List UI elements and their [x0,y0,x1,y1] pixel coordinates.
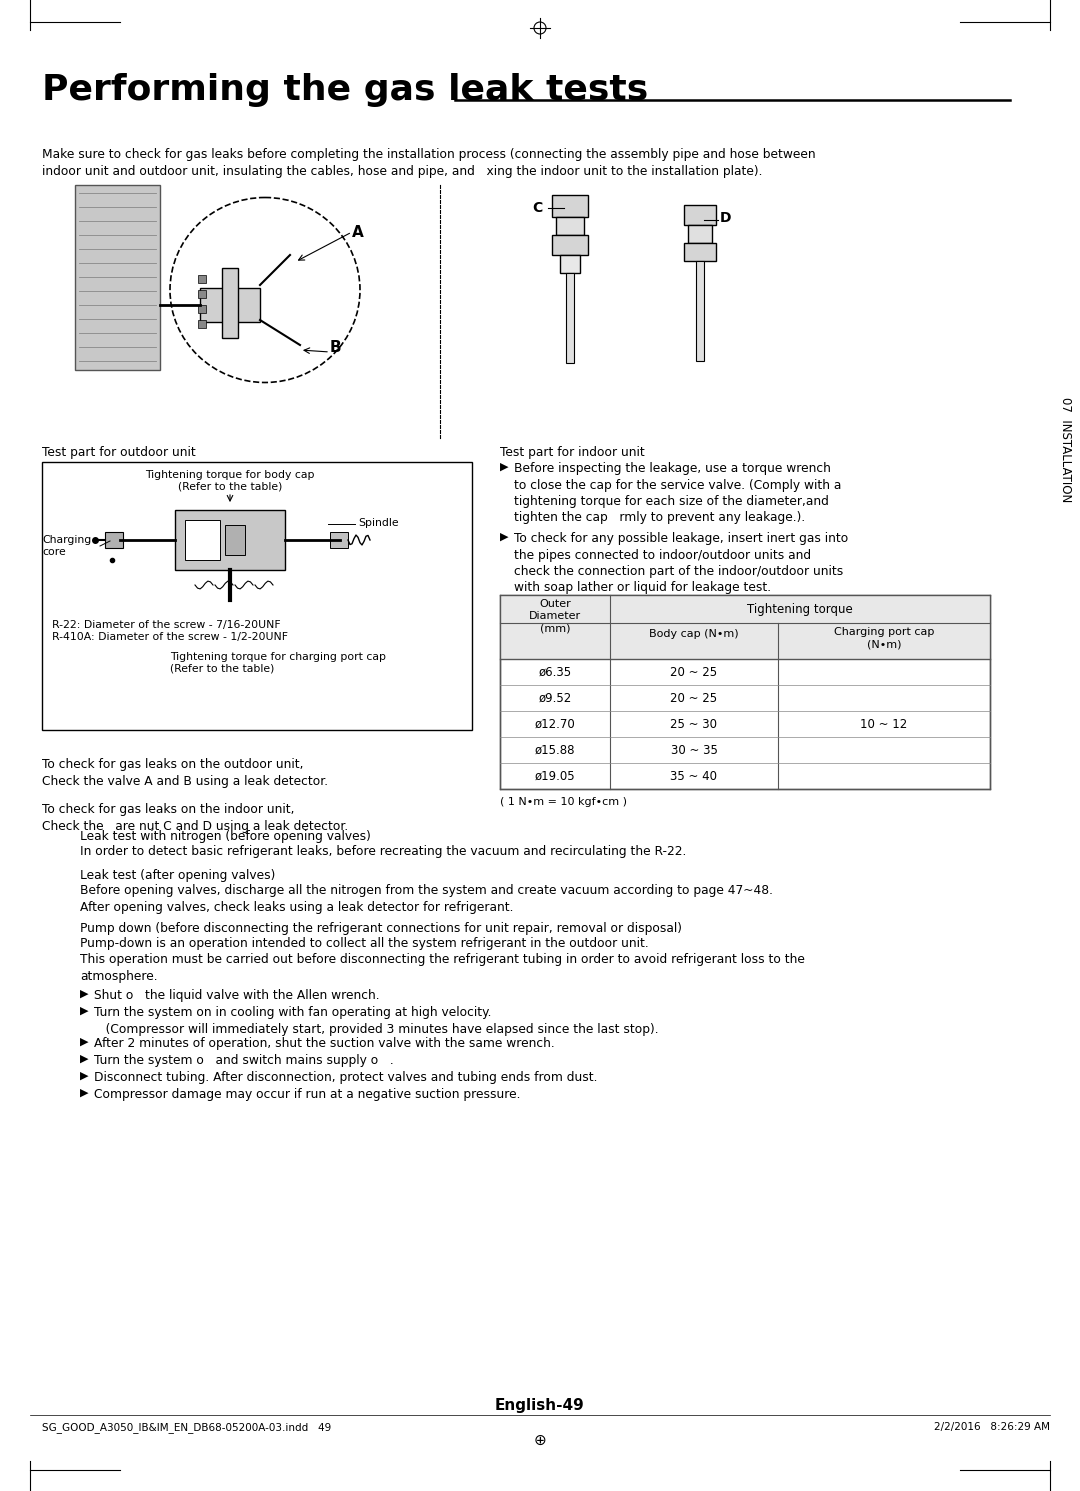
Bar [185,520,220,561]
Text: Test part for indoor unit: Test part for indoor unit [500,446,645,459]
Text: Leak test with nitrogen (before opening valves): Leak test with nitrogen (before opening … [80,830,370,842]
FancyBboxPatch shape [688,225,713,243]
Text: Tightening torque for body cap
(Refer to the table): Tightening torque for body cap (Refer to… [145,470,314,492]
Text: 10 ~ 12: 10 ~ 12 [861,717,907,731]
Text: Make sure to check for gas leaks before completing the installation process (con: Make sure to check for gas leaks before … [42,148,815,177]
Bar [200,288,260,322]
Text: Test part for outdoor unit: Test part for outdoor unit [42,446,195,459]
Text: R-22: Diameter of the screw - 7/16-20UNF
R-410A: Diameter of the screw - 1/2-20U: R-22: Diameter of the screw - 7/16-20UNF… [52,620,288,641]
Text: To check for gas leaks on the outdoor unit,
Check the valve A and B using a leak: To check for gas leaks on the outdoor un… [42,757,328,789]
Text: Leak test (after opening valves): Leak test (after opening valves) [80,869,275,883]
Text: In order to detect basic refrigerant leaks, before recreating the vacuum and rec: In order to detect basic refrigerant lea… [80,845,687,857]
Bar [696,261,704,361]
Text: ( 1 N•m = 10 kgf•cm ): ( 1 N•m = 10 kgf•cm ) [500,798,627,807]
Text: 20 ~ 25: 20 ~ 25 [671,692,717,705]
FancyBboxPatch shape [559,255,580,273]
Text: Turn the system on in cooling with fan operating at high velocity.
   (Compresso: Turn the system on in cooling with fan o… [94,1006,659,1036]
Text: Body cap (N•m): Body cap (N•m) [649,629,739,640]
Text: Before inspecting the leakage, use a torque wrench
to close the cap for the serv: Before inspecting the leakage, use a tor… [514,462,841,525]
FancyBboxPatch shape [684,243,716,261]
Text: Performing the gas leak tests: Performing the gas leak tests [42,73,648,107]
FancyBboxPatch shape [556,216,584,236]
Bar [500,595,990,659]
Text: To check for any possible leakage, insert inert gas into
the pipes connected to : To check for any possible leakage, inser… [514,532,848,595]
Text: ø6.35: ø6.35 [539,665,571,678]
Bar [75,185,160,370]
Text: Compressor damage may occur if run at a negative suction pressure.: Compressor damage may occur if run at a … [94,1088,521,1100]
Text: ø12.70: ø12.70 [535,717,576,731]
Text: 2/2/2016   8:26:29 AM: 2/2/2016 8:26:29 AM [934,1422,1050,1431]
Bar [500,595,990,789]
Bar [222,268,238,338]
Text: ▶: ▶ [80,1054,89,1065]
Bar [198,291,206,298]
Text: After 2 minutes of operation, shut the suction valve with the same wrench.: After 2 minutes of operation, shut the s… [94,1038,555,1050]
Text: ▶: ▶ [500,532,509,543]
Text: SG_GOOD_A3050_IB&IM_EN_DB68-05200A-03.indd   49: SG_GOOD_A3050_IB&IM_EN_DB68-05200A-03.in… [42,1422,332,1433]
Text: D: D [720,212,731,225]
Text: ▶: ▶ [80,1088,89,1097]
Text: Disconnect tubing. After disconnection, protect valves and tubing ends from dust: Disconnect tubing. After disconnection, … [94,1071,597,1084]
Text: C: C [532,201,542,215]
Text: 30 ~ 35: 30 ~ 35 [671,744,717,756]
Text: Charging
core: Charging core [42,535,91,556]
Text: 07  INSTALLATION: 07 INSTALLATION [1058,398,1071,502]
Text: Turn the system o   and switch mains supply o   .: Turn the system o and switch mains suppl… [94,1054,394,1068]
Text: ▶: ▶ [80,989,89,999]
Text: 25 ~ 30: 25 ~ 30 [671,717,717,731]
Bar [198,306,206,313]
Text: ø19.05: ø19.05 [535,769,576,783]
Text: ⊕: ⊕ [534,1433,546,1448]
Text: Tightening torque: Tightening torque [747,602,853,616]
Text: Outer
Diameter
(mm): Outer Diameter (mm) [529,599,581,634]
FancyBboxPatch shape [552,234,589,255]
Text: ▶: ▶ [500,462,509,473]
Text: Pump-down is an operation intended to collect all the system refrigerant in the : Pump-down is an operation intended to co… [80,936,805,983]
Text: A: A [352,225,364,240]
Bar [105,532,123,549]
Bar [198,274,206,283]
FancyBboxPatch shape [684,204,716,225]
Text: To check for gas leaks on the indoor unit,
Check the   are nut C and D using a l: To check for gas leaks on the indoor uni… [42,804,348,833]
Text: Charging port cap
(N•m): Charging port cap (N•m) [834,628,934,650]
Bar [225,525,245,555]
Text: Spindle: Spindle [357,517,399,528]
Text: ø15.88: ø15.88 [535,744,576,756]
Text: 20 ~ 25: 20 ~ 25 [671,665,717,678]
Bar [198,321,206,328]
Text: Pump down (before disconnecting the refrigerant connections for unit repair, rem: Pump down (before disconnecting the refr… [80,921,681,935]
Text: Shut o   the liquid valve with the Allen wrench.: Shut o the liquid valve with the Allen w… [94,989,380,1002]
Text: ▶: ▶ [80,1006,89,1015]
FancyBboxPatch shape [552,195,589,218]
Bar [175,510,285,570]
Text: B: B [330,340,341,355]
Text: Tightening torque for charging port cap
(Refer to the table): Tightening torque for charging port cap … [170,652,386,674]
Bar [42,462,472,731]
Text: English-49: English-49 [495,1399,585,1413]
Bar [330,532,348,549]
Text: ▶: ▶ [80,1071,89,1081]
Text: ø9.52: ø9.52 [538,692,571,705]
Text: ▶: ▶ [80,1038,89,1047]
Text: Before opening valves, discharge all the nitrogen from the system and create vac: Before opening valves, discharge all the… [80,884,773,914]
Bar [566,273,573,362]
Text: 35 ~ 40: 35 ~ 40 [671,769,717,783]
